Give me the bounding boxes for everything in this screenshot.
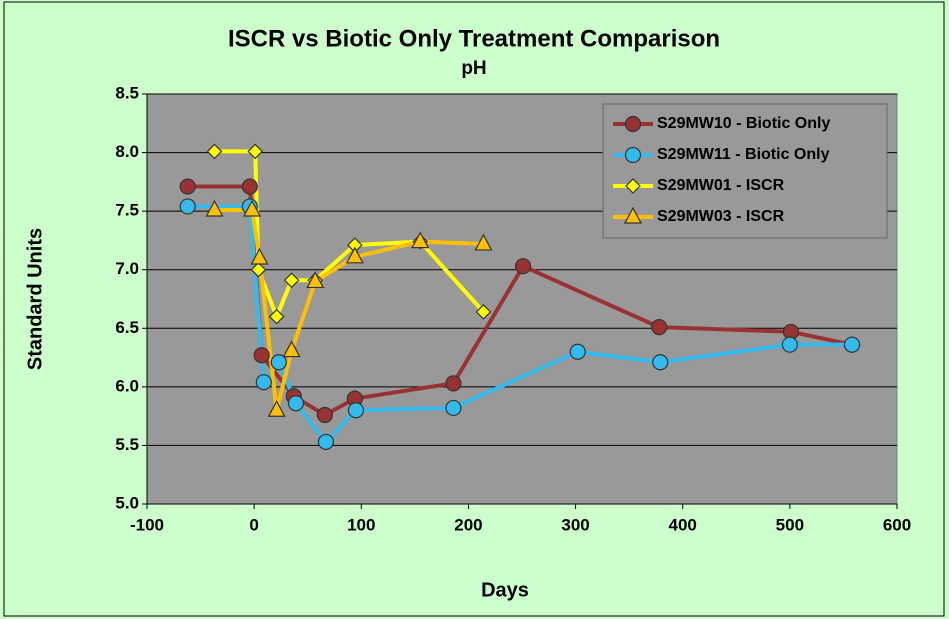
marker — [624, 115, 642, 133]
marker — [651, 319, 668, 336]
marker — [624, 146, 642, 164]
y-tick-label: 5.0 — [115, 493, 139, 512]
marker — [624, 206, 642, 224]
legend-label: S29MW01 - ISCR — [657, 177, 785, 194]
marker — [474, 233, 493, 251]
marker — [287, 395, 305, 412]
x-tick-label: 0 — [249, 515, 258, 534]
marker — [253, 347, 270, 364]
chart-subtitle: pH — [461, 58, 486, 79]
y-tick-label: 6.5 — [115, 318, 139, 337]
legend-label: S29MW10 - Biotic Only — [657, 115, 830, 132]
legend-label: S29MW11 - Biotic Only — [657, 146, 830, 163]
chart-title: ISCR vs Biotic Only Treatment Comparison — [228, 25, 720, 52]
y-tick-label: 5.5 — [115, 435, 139, 454]
marker — [267, 400, 286, 417]
marker — [514, 258, 532, 275]
x-tick-label: -100 — [130, 515, 164, 534]
marker — [317, 433, 335, 451]
marker — [306, 271, 325, 289]
x-tick-label: 600 — [883, 515, 911, 534]
y-tick-label: 8.0 — [115, 142, 139, 161]
marker — [445, 399, 462, 417]
marker — [268, 308, 285, 325]
y-tick-label: 7.5 — [115, 201, 139, 220]
marker — [255, 374, 272, 391]
marker — [843, 336, 861, 353]
marker — [569, 343, 586, 360]
marker — [243, 199, 261, 217]
marker — [625, 178, 641, 194]
marker — [781, 336, 798, 353]
marker — [345, 246, 364, 264]
marker — [316, 406, 333, 424]
marker — [179, 198, 196, 215]
marker — [652, 354, 669, 371]
marker — [205, 199, 224, 217]
x-tick-label: 100 — [347, 515, 375, 534]
legend-label: S29MW03 - ISCR — [657, 208, 785, 225]
marker — [282, 340, 301, 358]
x-tick-label: 400 — [669, 515, 697, 534]
x-tick-label: 300 — [561, 515, 589, 534]
x-tick-label: 500 — [776, 515, 804, 534]
marker — [270, 354, 287, 371]
marker — [411, 231, 430, 249]
marker — [283, 272, 300, 289]
legend: S29MW10 - Biotic Only S29MW11 - Biotic On… — [602, 103, 888, 239]
marker — [241, 178, 258, 195]
x-tick-label: 200 — [454, 515, 482, 534]
marker — [347, 402, 365, 419]
marker — [247, 143, 264, 160]
marker — [445, 375, 462, 392]
y-tick-label: 7.0 — [115, 259, 139, 278]
marker — [206, 143, 223, 160]
y-tick-label: 8.5 — [115, 83, 139, 102]
marker — [250, 261, 267, 278]
marker — [250, 247, 269, 265]
marker — [179, 178, 196, 195]
y-axis-label: Standard Units — [24, 228, 46, 370]
x-axis-label: Days — [481, 579, 529, 601]
y-tick-label: 6.0 — [115, 376, 139, 395]
marker — [475, 304, 492, 320]
